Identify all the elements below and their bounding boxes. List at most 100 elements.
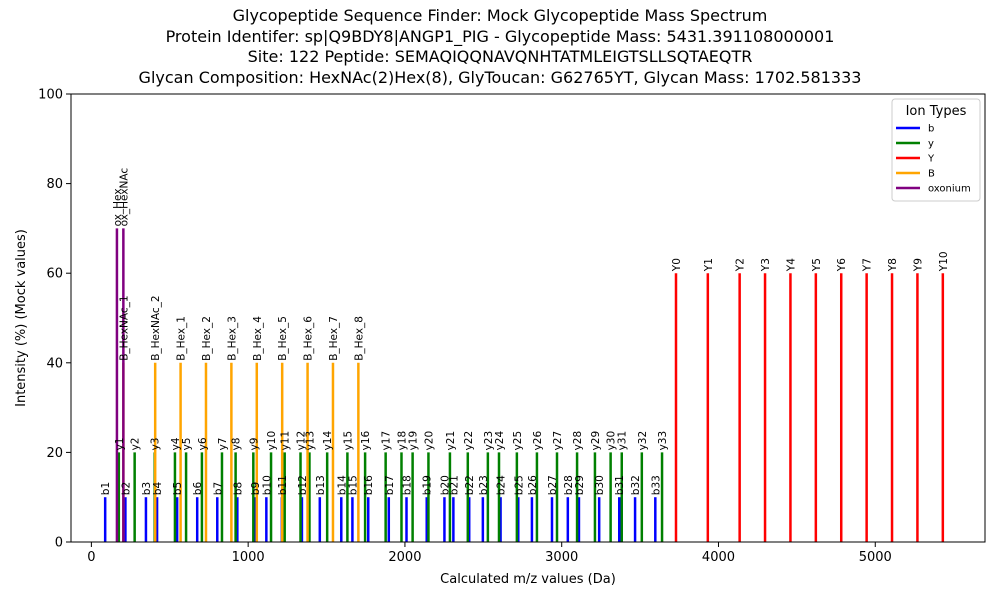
peak-label-y18: y18 xyxy=(396,431,408,451)
peak-label-y2: y2 xyxy=(130,437,142,450)
peak-label-b16: b16 xyxy=(363,475,375,495)
peak-label-b6: b6 xyxy=(192,482,204,496)
y-tick-label: 80 xyxy=(46,177,63,192)
peak-label-y8: y8 xyxy=(231,437,243,450)
legend-label-b: b xyxy=(928,124,934,135)
peak-label-B_HexNAc_2: B_HexNAc_2 xyxy=(150,295,162,360)
legend-box xyxy=(891,98,981,202)
peak-label-B_Hex_4: B_Hex_4 xyxy=(252,316,264,361)
peak-label-y1: y1 xyxy=(114,437,126,450)
peak-label-y7: y7 xyxy=(217,437,229,450)
peak-label-b3: b3 xyxy=(141,482,153,495)
peak-label-Y2: Y2 xyxy=(735,258,747,272)
peak-label-b8: b8 xyxy=(232,482,244,495)
peak-label-y15: y15 xyxy=(342,431,354,451)
axis-ticks: 0 1000 2000 3000 4000 5000 0 20 40 60 80 100 xyxy=(38,88,892,566)
x-tick-label: 1000 xyxy=(232,550,265,565)
bars-layer xyxy=(103,228,945,542)
peak-label-b26: b26 xyxy=(527,475,539,495)
legend-title: Ion Types xyxy=(906,104,967,119)
legend-label-y: y xyxy=(928,139,934,150)
y-axis-label: Intensity (%) (Mock values) xyxy=(14,229,29,407)
peak-label-Y4: Y4 xyxy=(785,258,797,272)
x-axis-label: Calculated m/z values (Da) xyxy=(440,572,616,587)
peak-label-ox_Hex: ox_Hex xyxy=(112,188,124,226)
y-tick-label: 40 xyxy=(46,356,63,371)
peak-label-b18: b18 xyxy=(401,475,413,495)
peak-label-y16: y16 xyxy=(360,431,372,451)
peak-label-B_Hex_1: B_Hex_1 xyxy=(176,316,188,361)
peak-label-y21: y21 xyxy=(445,431,457,451)
peak-label-b4: b4 xyxy=(152,482,164,496)
peak-label-Y5: Y5 xyxy=(811,258,823,272)
peak-label-b13: b13 xyxy=(315,475,327,495)
peak-label-b17: b17 xyxy=(384,475,396,495)
x-tick-label: 2000 xyxy=(388,550,421,565)
peak-label-ox_HexNAc: ox_HexNAc xyxy=(118,168,130,227)
x-tick-label: 5000 xyxy=(859,550,892,565)
peak-label-b24: b24 xyxy=(496,475,508,495)
peak-label-y29: y29 xyxy=(590,431,602,451)
peak-label-y5: y5 xyxy=(181,437,193,450)
peak-label-b7: b7 xyxy=(212,482,224,495)
peak-label-y4: y4 xyxy=(170,437,182,450)
peak-label-y22: y22 xyxy=(463,431,475,451)
peak-label-b12: b12 xyxy=(297,475,309,495)
peak-label-y23: y23 xyxy=(483,431,495,451)
peak-label-b30: b30 xyxy=(594,475,606,495)
peak-label-Y0: Y0 xyxy=(671,258,683,272)
peak-label-b29: b29 xyxy=(574,475,586,495)
peak-label-b31: b31 xyxy=(614,475,626,495)
peak-label-b32: b32 xyxy=(630,475,642,495)
peak-label-b19: b19 xyxy=(422,475,434,495)
x-tick-label: 3000 xyxy=(545,550,578,565)
legend-label-Y: Y xyxy=(927,154,935,165)
peak-label-B_Hex_2: B_Hex_2 xyxy=(201,316,213,361)
peak-label-b20: b20 xyxy=(439,475,451,495)
peak-label-y6: y6 xyxy=(197,437,209,450)
peak-label-y10: y10 xyxy=(266,431,278,451)
peak-label-Y3: Y3 xyxy=(760,258,772,272)
peak-label-b10: b10 xyxy=(261,475,273,495)
peak-label-b2: b2 xyxy=(120,482,132,495)
peak-label-y17: y17 xyxy=(381,431,393,451)
peak-label-y24: y24 xyxy=(494,431,506,451)
peak-label-y33: y33 xyxy=(657,431,669,451)
peak-label-b14: b14 xyxy=(336,475,348,495)
y-tick-label: 60 xyxy=(46,267,63,282)
peak-label-y20: y20 xyxy=(423,431,435,451)
peak-label-b27: b27 xyxy=(547,475,559,495)
peak-label-b11: b11 xyxy=(277,475,289,495)
title-line-2: Protein Identifer: sp|Q9BDY8|ANGP1_PIG -… xyxy=(165,26,835,46)
peak-label-b22: b22 xyxy=(464,475,476,495)
peak-label-B_HexNAc_1: B_HexNAc_1 xyxy=(118,295,130,360)
chart-title: Glycopeptide Sequence Finder: Mock Glyco… xyxy=(0,6,1000,88)
x-tick-label: 4000 xyxy=(702,550,735,565)
peak-label-b1: b1 xyxy=(100,482,112,495)
legend-label-oxonium: oxonium xyxy=(928,184,971,195)
peak-label-y11: y11 xyxy=(280,431,292,451)
peak-label-B_Hex_5: B_Hex_5 xyxy=(277,316,289,361)
y-tick-label: 0 xyxy=(55,536,63,551)
peak-label-b28: b28 xyxy=(563,475,575,495)
peak-label-y28: y28 xyxy=(572,431,584,451)
title-line-1: Glycopeptide Sequence Finder: Mock Glyco… xyxy=(232,6,768,25)
title-line-3: Site: 122 Peptide: SEMAQIQQNAVQNHTATMLEI… xyxy=(247,47,753,66)
peak-label-Y9: Y9 xyxy=(912,258,924,272)
title-line-4: Glycan Composition: HexNAc(2)Hex(8), Gly… xyxy=(138,67,862,87)
peak-label-B_Hex_3: B_Hex_3 xyxy=(226,316,238,361)
plot-frame xyxy=(70,93,986,543)
peak-label-B_Hex_6: B_Hex_6 xyxy=(303,316,315,361)
peak-label-Y10: Y10 xyxy=(938,251,950,272)
peak-label-b23: b23 xyxy=(478,475,490,495)
peak-label-B_Hex_7: B_Hex_7 xyxy=(328,316,340,361)
peak-label-y26: y26 xyxy=(532,431,544,451)
peak-label-b15: b15 xyxy=(347,475,359,495)
y-tick-label: 100 xyxy=(38,88,63,103)
peak-label-y19: y19 xyxy=(408,431,420,451)
x-tick-label: 0 xyxy=(87,550,95,565)
peak-label-Y1: Y1 xyxy=(703,258,715,272)
